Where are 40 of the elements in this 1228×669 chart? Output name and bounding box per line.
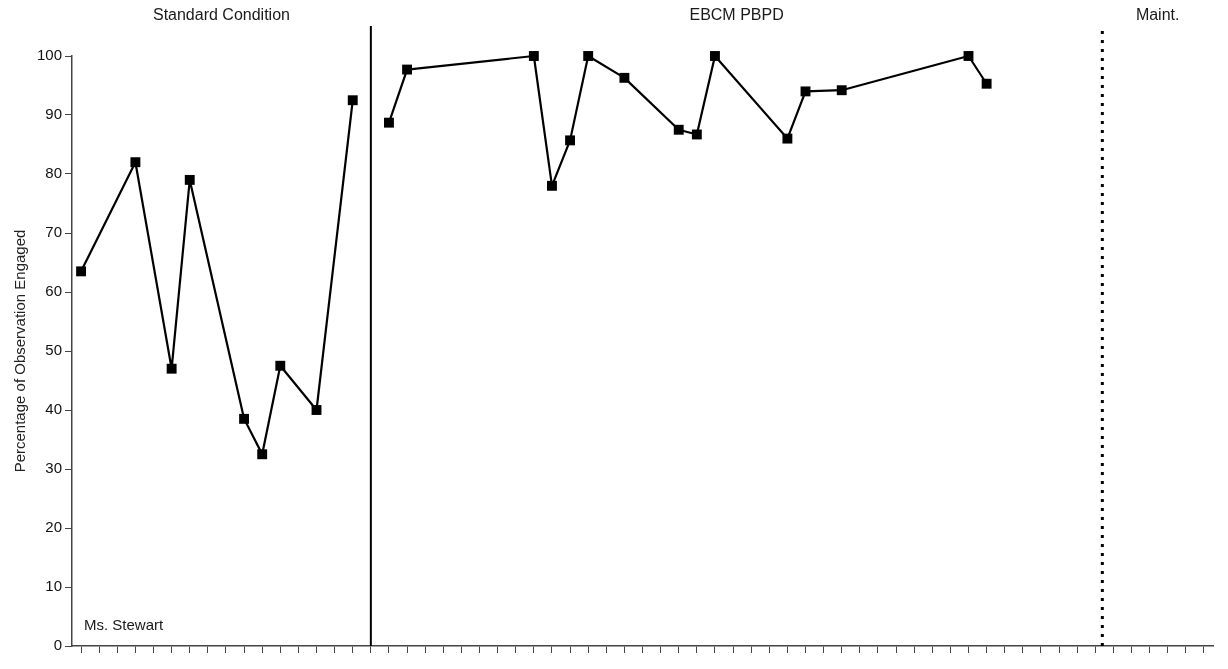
y-tick-label: 90 xyxy=(45,105,63,123)
point xyxy=(963,51,974,61)
point xyxy=(347,95,358,106)
y-axis-title: Percentage of Observation Engaged xyxy=(11,229,29,473)
point xyxy=(673,124,684,135)
point xyxy=(782,133,793,144)
point xyxy=(239,413,250,424)
point xyxy=(836,85,847,96)
y-tick-label: 20 xyxy=(45,518,63,536)
point xyxy=(184,174,195,185)
point xyxy=(981,78,992,89)
y-tick-label: 50 xyxy=(45,341,63,359)
text: EBCM PBPD xyxy=(689,6,784,24)
point xyxy=(583,51,594,61)
point xyxy=(76,266,87,277)
y-tick-label: 100 xyxy=(37,46,63,64)
point xyxy=(166,363,177,374)
point xyxy=(710,51,720,61)
point xyxy=(384,117,394,128)
point xyxy=(619,72,630,83)
y-tick-label: 0 xyxy=(53,636,63,654)
point xyxy=(257,449,268,460)
point xyxy=(528,51,539,61)
text: Standard Condition xyxy=(152,6,290,24)
point xyxy=(311,405,322,415)
annotation: Ms. Stewart xyxy=(84,616,165,634)
point xyxy=(402,64,413,75)
point xyxy=(547,180,557,191)
y-tick-label: 40 xyxy=(45,400,63,418)
text: Maint. xyxy=(1135,6,1180,24)
y-tick-label: 80 xyxy=(45,164,63,182)
point xyxy=(691,129,702,140)
y-tick-label: 60 xyxy=(45,282,63,300)
point xyxy=(800,86,811,97)
point xyxy=(130,157,141,168)
point xyxy=(565,135,576,146)
y-tick-label: 70 xyxy=(45,223,63,241)
y-tick-label: 30 xyxy=(45,459,63,477)
y-tick-label: 10 xyxy=(45,577,63,595)
point xyxy=(275,360,286,371)
